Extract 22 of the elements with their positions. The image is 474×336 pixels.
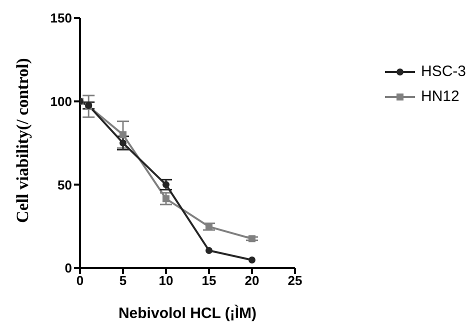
x-tick-label: 25 — [288, 273, 302, 288]
point — [162, 181, 170, 188]
x-tick-label: 5 — [119, 273, 127, 288]
point — [248, 235, 256, 242]
legend-label: HSC-3 — [420, 63, 466, 80]
y-tick-label: 0 — [64, 260, 72, 276]
x-tick-label: 20 — [244, 273, 260, 288]
y-axis-title: Cell viability(/ control) — [13, 58, 32, 223]
y-tick-label: 50 — [58, 177, 72, 192]
point — [119, 131, 126, 138]
x-tick-label: 0 — [76, 273, 84, 288]
x-tick-label: 15 — [202, 273, 216, 288]
point — [119, 140, 126, 146]
x-tick-label: 10 — [158, 273, 174, 288]
y-tick-label: 100 — [50, 94, 72, 109]
point — [248, 256, 256, 264]
point — [162, 195, 170, 202]
point — [205, 223, 212, 230]
x-axis-title: Nebivolol HCL (¡ÌM) — [118, 304, 257, 322]
point — [205, 247, 212, 254]
y-tick-label: 150 — [50, 10, 72, 26]
legend-label: HN12 — [420, 88, 460, 105]
